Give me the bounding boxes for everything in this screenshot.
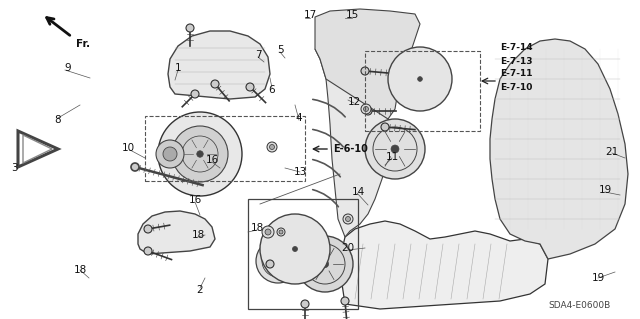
Circle shape [262,226,274,238]
Circle shape [191,90,199,98]
Circle shape [364,107,372,115]
Circle shape [381,123,389,131]
Circle shape [211,80,219,88]
Text: E-7-11: E-7-11 [500,70,532,78]
Text: SDA4-E0600B: SDA4-E0600B [548,300,611,309]
Circle shape [364,107,369,112]
Circle shape [388,47,452,111]
Circle shape [144,247,152,255]
FancyArrowPatch shape [313,130,343,147]
Polygon shape [138,211,215,254]
Text: 1: 1 [175,63,181,73]
Text: 13: 13 [293,167,307,177]
Circle shape [256,239,300,283]
Circle shape [144,225,152,233]
Bar [365,51,480,131]
Circle shape [273,227,317,271]
Circle shape [292,247,298,251]
Circle shape [343,214,353,224]
Text: 14: 14 [351,187,365,197]
Polygon shape [315,49,390,237]
Text: E-7-14: E-7-14 [500,43,532,53]
Text: 2: 2 [196,285,204,295]
Circle shape [131,163,139,171]
Circle shape [196,151,204,157]
Text: 16: 16 [188,195,202,205]
Circle shape [269,145,275,150]
Polygon shape [340,221,548,309]
Text: 11: 11 [385,152,399,162]
Circle shape [163,147,177,161]
Text: 21: 21 [605,147,619,157]
Circle shape [297,236,353,292]
Text: 9: 9 [65,63,71,73]
Text: 18: 18 [191,230,205,240]
Text: E-7-13: E-7-13 [500,56,532,65]
Circle shape [277,228,285,236]
Polygon shape [315,9,420,119]
Circle shape [246,83,254,91]
Bar [145,116,305,181]
Circle shape [391,145,399,153]
Circle shape [265,229,271,235]
Circle shape [279,230,283,234]
Circle shape [301,300,309,308]
Text: 7: 7 [255,50,261,60]
Text: 18: 18 [250,223,264,233]
Text: 3: 3 [11,163,17,173]
Text: 19: 19 [598,185,612,195]
Text: 17: 17 [303,10,317,20]
Circle shape [172,126,228,182]
Circle shape [400,59,440,99]
Polygon shape [168,31,270,99]
FancyArrowPatch shape [313,100,345,117]
Circle shape [365,119,425,179]
Text: 15: 15 [346,10,358,20]
Text: 5: 5 [276,45,284,55]
Text: 18: 18 [74,265,86,275]
Circle shape [156,140,184,168]
Circle shape [341,297,349,305]
Circle shape [361,67,369,75]
Circle shape [158,112,242,196]
Text: 16: 16 [205,155,219,165]
Text: 6: 6 [269,85,275,95]
Text: 8: 8 [54,115,61,125]
Text: 12: 12 [348,97,360,107]
Text: E-7-10: E-7-10 [500,83,532,92]
Circle shape [321,260,328,268]
Text: 20: 20 [341,243,355,253]
Circle shape [266,260,274,268]
Circle shape [186,24,194,32]
FancyArrowPatch shape [313,160,340,177]
FancyArrowPatch shape [313,189,339,207]
Text: 4: 4 [296,113,302,123]
Bar [248,199,358,309]
Text: 19: 19 [591,273,605,283]
Circle shape [361,104,371,114]
Polygon shape [490,39,628,259]
Text: 10: 10 [122,143,134,153]
Circle shape [267,142,277,152]
Circle shape [275,258,281,264]
Text: Fr.: Fr. [76,39,90,49]
Text: E-6-10: E-6-10 [333,144,368,154]
Circle shape [260,214,330,284]
Circle shape [418,77,422,81]
Circle shape [346,217,351,221]
